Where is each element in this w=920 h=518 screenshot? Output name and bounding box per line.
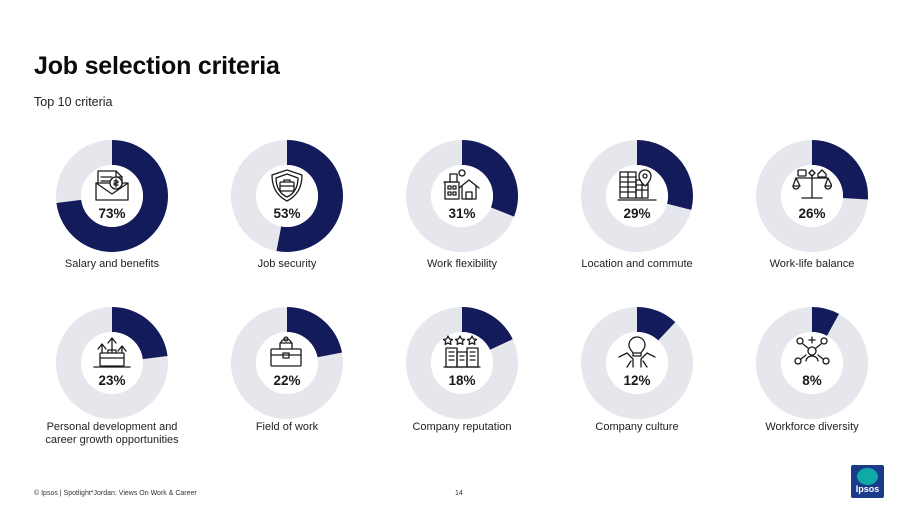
donut-svg bbox=[56, 140, 168, 252]
donut-job-security: 53% bbox=[231, 140, 343, 252]
category-label: Company culture bbox=[595, 421, 679, 433]
donut-svg bbox=[581, 307, 693, 419]
security-shield-icon bbox=[267, 168, 307, 202]
donut-work-life-balance: 26% bbox=[756, 140, 868, 252]
donut-company-culture: 12% bbox=[581, 307, 693, 419]
reputation-stars-icon bbox=[442, 335, 482, 369]
donut-salary-and-benefits: 73% bbox=[56, 140, 168, 252]
category-label: Location and commute bbox=[581, 258, 693, 270]
donut-company-reputation: 18% bbox=[406, 307, 518, 419]
donut-hole bbox=[781, 332, 843, 394]
donut-work-flexibility: 31% bbox=[406, 140, 518, 252]
donut-hole bbox=[606, 165, 668, 227]
value-label: 23% bbox=[98, 373, 126, 388]
work-flexibility-house-icon bbox=[442, 168, 482, 202]
donut-svg bbox=[756, 307, 868, 419]
donut-workforce-diversity: 8% bbox=[756, 307, 868, 419]
donut-segment bbox=[637, 307, 676, 341]
category-label: Company reputation bbox=[412, 421, 512, 433]
value-label: 29% bbox=[623, 206, 651, 221]
donut-segment bbox=[812, 307, 839, 336]
page-number: 14 bbox=[455, 490, 463, 497]
ipsos-logo: Ipsos bbox=[851, 465, 884, 498]
donut-svg bbox=[231, 307, 343, 419]
donut-svg bbox=[581, 140, 693, 252]
field-of-work-briefcase-icon bbox=[267, 335, 307, 369]
donut-personal-development-and-career-growth-opportunities: 23% bbox=[56, 307, 168, 419]
location-building-icon bbox=[617, 168, 657, 202]
donut-segment bbox=[462, 307, 513, 350]
category-label: Work-life balance bbox=[769, 258, 855, 270]
category-label: Field of work bbox=[255, 421, 319, 433]
donut-segment bbox=[812, 140, 868, 200]
donut-field-of-work: 22% bbox=[231, 307, 343, 419]
donut-location-and-commute: 29% bbox=[581, 140, 693, 252]
donut-svg bbox=[56, 307, 168, 419]
value-label: 22% bbox=[273, 373, 301, 388]
donut-segment bbox=[112, 307, 168, 360]
category-label: Salary and benefits bbox=[64, 258, 160, 270]
value-label: 18% bbox=[448, 373, 476, 388]
logo-circle bbox=[857, 468, 878, 485]
category-label: Job security bbox=[257, 258, 317, 270]
logo-text: Ipsos bbox=[855, 484, 880, 494]
page-title: Job selection criteria bbox=[34, 52, 280, 80]
value-label: 73% bbox=[98, 206, 126, 221]
category-label: Personal development and career growth op… bbox=[45, 421, 179, 446]
donut-segment bbox=[56, 140, 168, 252]
category-label: Work flexibility bbox=[426, 258, 498, 270]
donut-hole bbox=[256, 332, 318, 394]
donut-hole bbox=[256, 165, 318, 227]
footer-source: © Ipsos | Spotlight*Jordan: Views On Wor… bbox=[34, 490, 197, 497]
donut-segment bbox=[462, 140, 518, 217]
donut-segment bbox=[276, 140, 343, 252]
diversity-people-icon bbox=[792, 335, 832, 369]
salary-envelope-icon bbox=[92, 168, 132, 202]
work-life-balance-scale-icon bbox=[792, 168, 832, 202]
value-label: 53% bbox=[273, 206, 301, 221]
donut-segment bbox=[287, 307, 343, 358]
category-label: Workforce diversity bbox=[765, 421, 859, 433]
value-label: 31% bbox=[448, 206, 476, 221]
donut-hole bbox=[606, 332, 668, 394]
growth-arrows-icon bbox=[92, 335, 132, 369]
value-label: 12% bbox=[623, 373, 651, 388]
value-label: 26% bbox=[798, 206, 826, 221]
donut-segment bbox=[637, 140, 693, 210]
page-subtitle: Top 10 criteria bbox=[34, 95, 113, 109]
donut-hole bbox=[81, 165, 143, 227]
value-label: 8% bbox=[802, 373, 822, 388]
culture-hands-icon bbox=[617, 335, 657, 369]
donut-svg bbox=[231, 140, 343, 252]
